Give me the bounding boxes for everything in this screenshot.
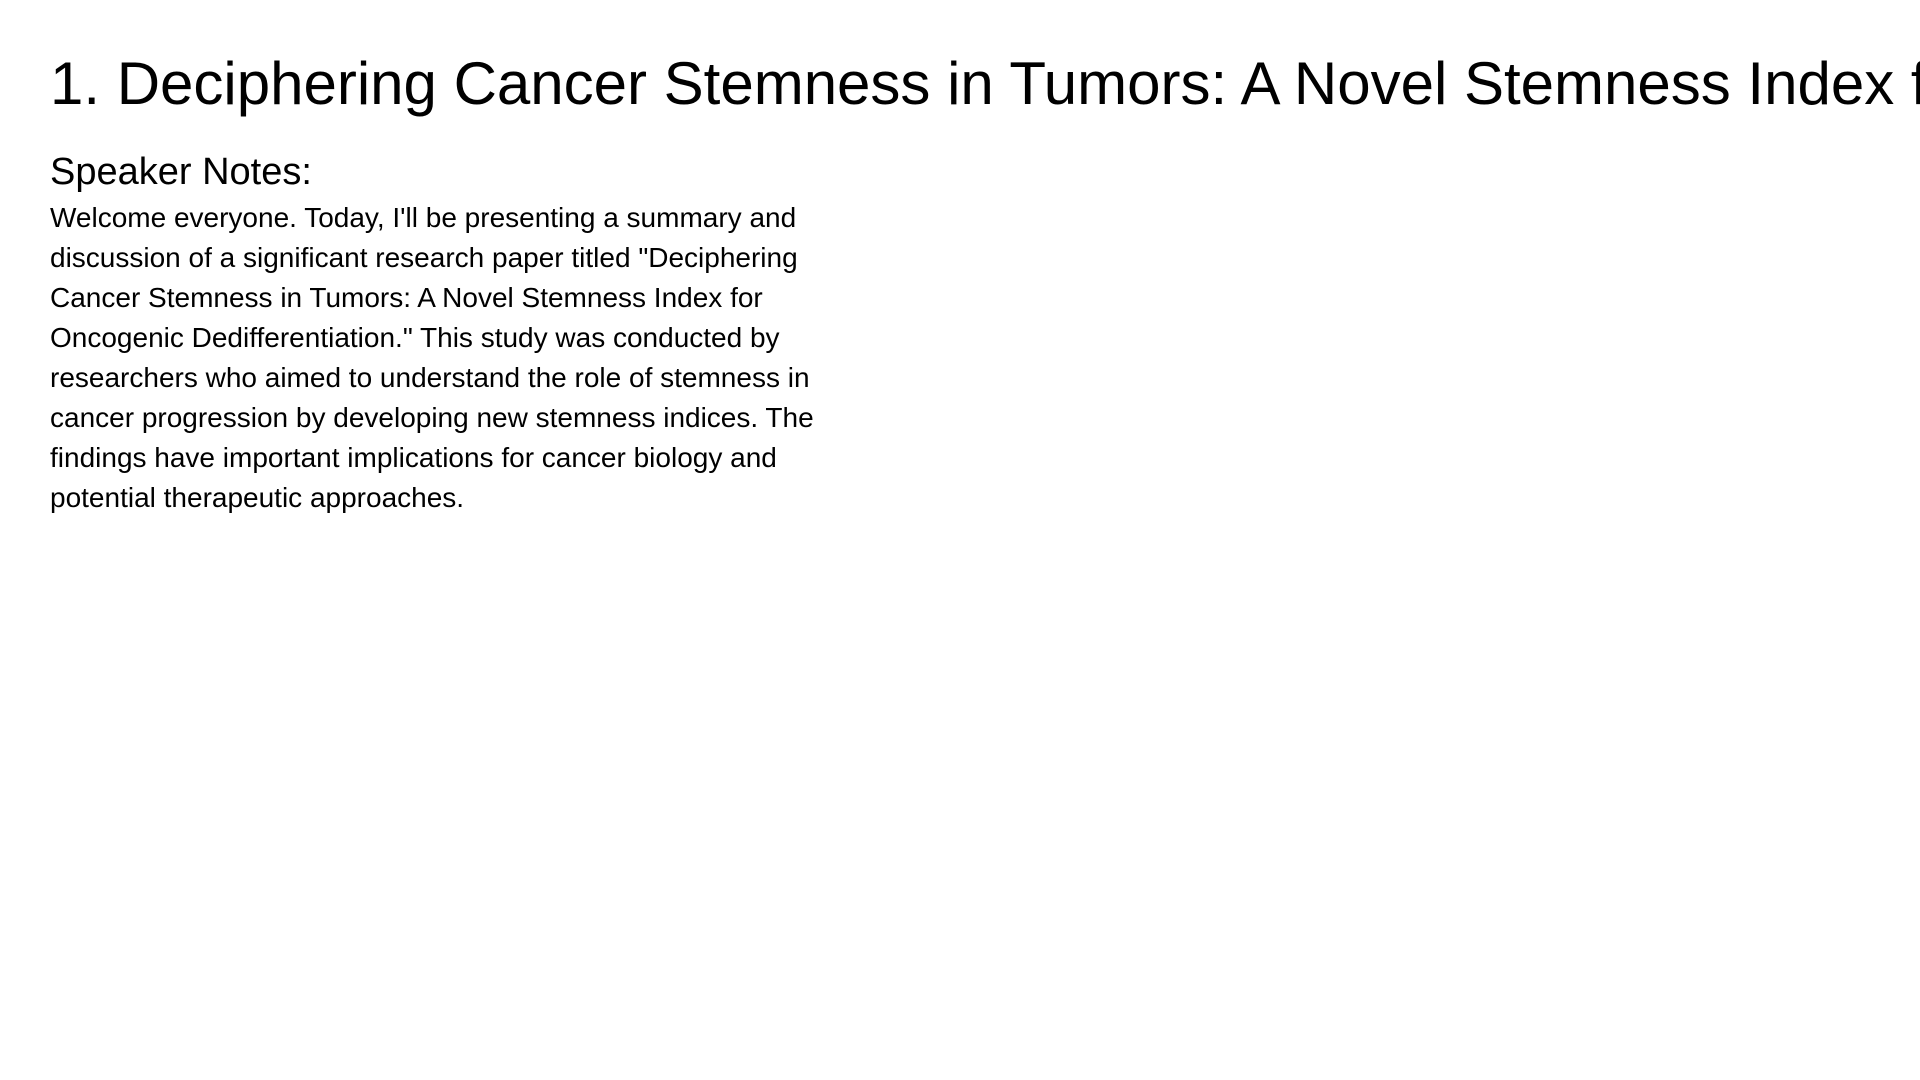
speaker-notes-heading: Speaker Notes: xyxy=(50,151,312,193)
speaker-notes-body: Welcome everyone. Today, I'll be present… xyxy=(50,202,814,513)
slide-title: 1. Deciphering Cancer Stemness in Tumors… xyxy=(50,50,1920,117)
